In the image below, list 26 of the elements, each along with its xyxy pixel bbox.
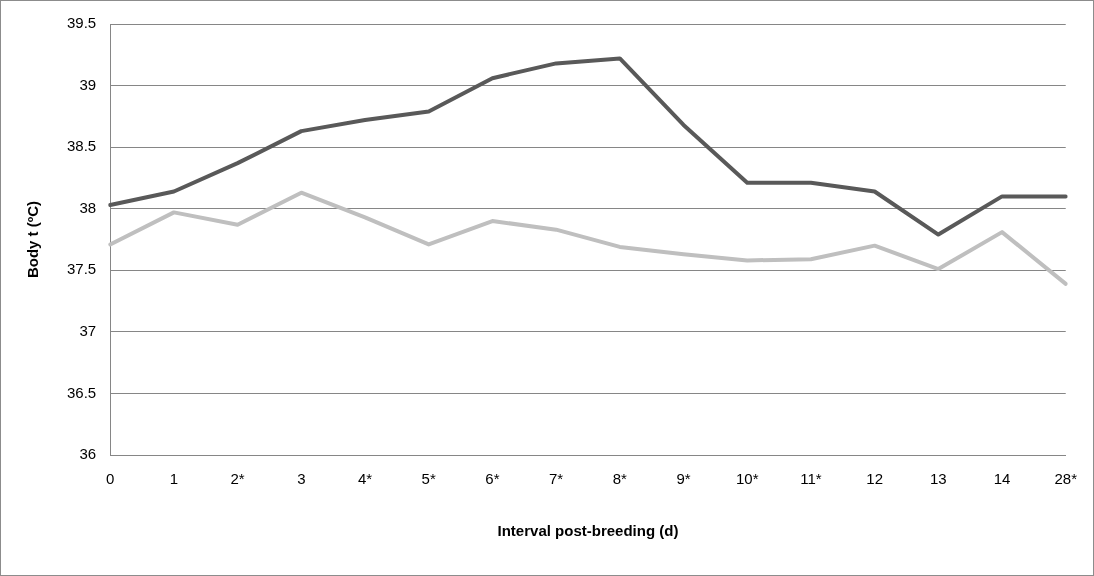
y-tick-label: 36.5 xyxy=(66,383,97,401)
x-tick-label: 10* xyxy=(735,470,759,488)
y-tick-label: 37 xyxy=(79,322,97,339)
x-tick-label: 2* xyxy=(230,470,245,488)
x-tick-label: 11* xyxy=(800,470,822,488)
x-tick-label: 6* xyxy=(485,470,500,488)
y-tick-label: 38 xyxy=(79,198,97,216)
y-tick-label: 39 xyxy=(79,75,97,93)
x-tick-label: 7* xyxy=(549,470,564,488)
x-tick-label: 0 xyxy=(106,470,115,488)
x-tick-label: 1 xyxy=(169,470,179,488)
x-tick-label: 14 xyxy=(993,470,1011,488)
x-tick-label: 9* xyxy=(676,470,691,488)
x-tick-label: 4* xyxy=(357,470,373,488)
x-tick-label: 8* xyxy=(612,470,628,488)
x-tick-label: 28* xyxy=(1054,470,1078,488)
x-tick-label: 13 xyxy=(929,470,947,488)
y-tick-label: 36 xyxy=(79,445,97,463)
y-tick-label: 37.5 xyxy=(66,260,97,278)
y-axis-title: Body t (ºC) xyxy=(24,200,42,279)
x-tick-label: 3 xyxy=(297,470,306,488)
x-tick-label: 5* xyxy=(421,470,436,488)
y-tick-label: 39.5 xyxy=(66,14,97,32)
x-tick-label: 12 xyxy=(866,470,883,488)
y-tick-label: 38.5 xyxy=(66,137,97,155)
x-axis-title: Interval post-breeding (d) xyxy=(497,522,679,540)
